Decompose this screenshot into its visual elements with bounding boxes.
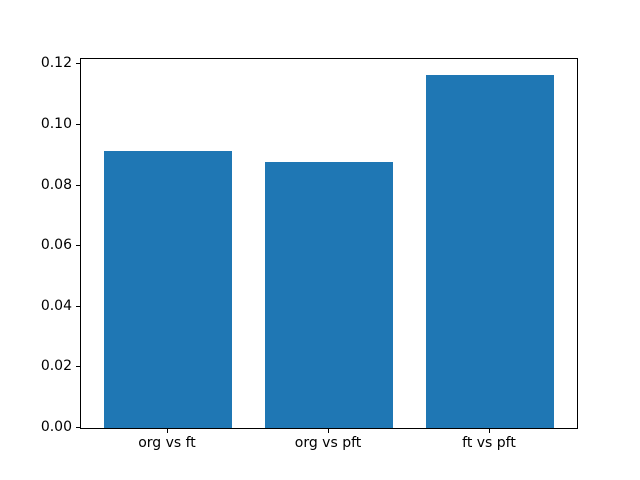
plot-area — [80, 58, 578, 429]
y-tick-label: 0.02 — [40, 358, 72, 374]
y-tick-mark — [76, 245, 80, 246]
y-tick-label: 0.10 — [40, 116, 72, 132]
x-tick-mark — [489, 429, 490, 433]
y-tick-mark — [76, 185, 80, 186]
bar-org-vs-ft — [103, 151, 233, 428]
y-tick-mark — [76, 306, 80, 307]
y-tick-mark — [76, 63, 80, 64]
y-tick-label: 0.08 — [40, 177, 72, 193]
y-tick-label: 0.00 — [40, 419, 72, 435]
x-tick-label: ft vs pft — [462, 435, 516, 451]
x-tick-mark — [167, 429, 168, 433]
x-tick-mark — [328, 429, 329, 433]
bar-org-vs-pft — [264, 162, 394, 428]
x-tick-label: org vs ft — [138, 435, 196, 451]
y-tick-label: 0.04 — [40, 298, 72, 314]
y-tick-mark — [76, 366, 80, 367]
x-tick-label: org vs pft — [294, 435, 362, 451]
y-tick-label: 0.06 — [40, 237, 72, 253]
y-tick-label: 0.12 — [40, 55, 72, 71]
y-tick-mark — [76, 427, 80, 428]
y-tick-mark — [76, 124, 80, 125]
bar-ft-vs-pft — [425, 75, 555, 428]
